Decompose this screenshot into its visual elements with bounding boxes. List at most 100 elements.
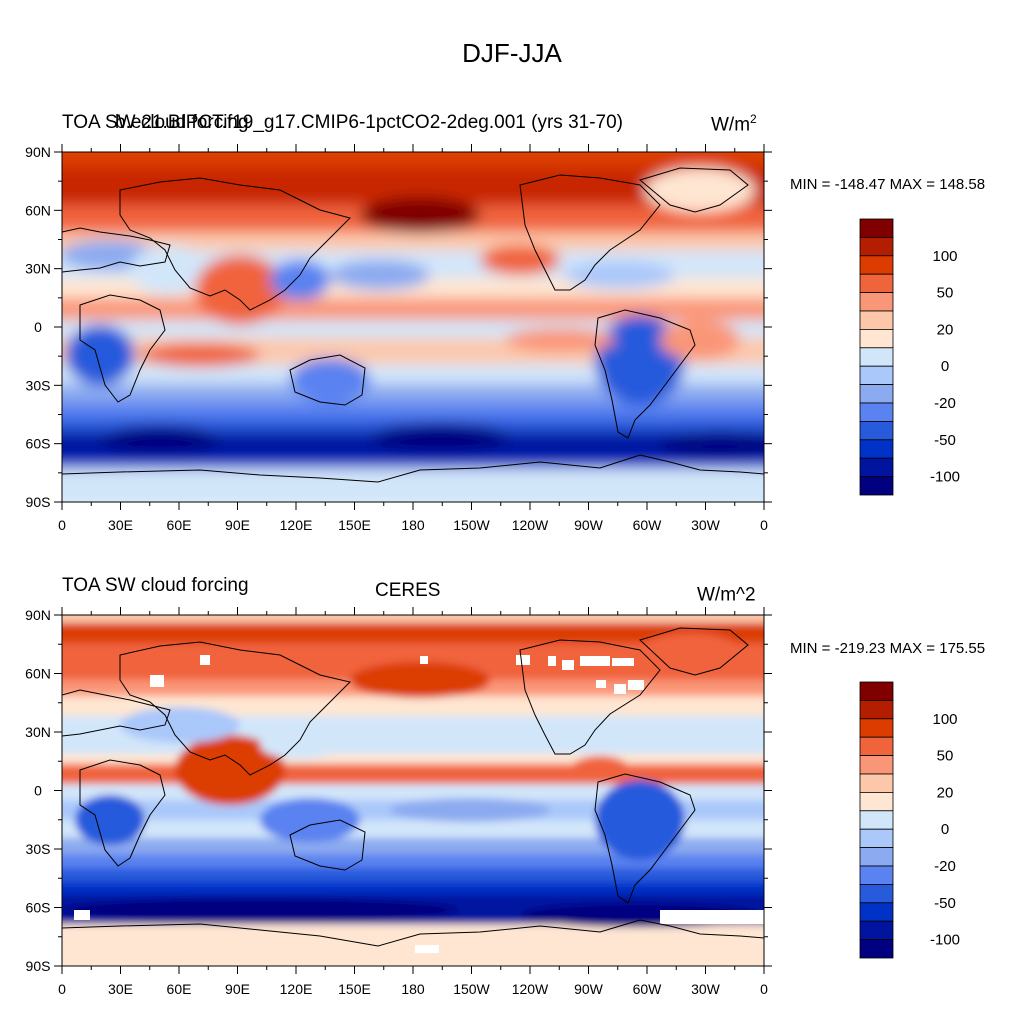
lon-tick-label: 150E (338, 517, 371, 533)
lat-tick-label: 60N (25, 202, 51, 218)
lat-tick-label: 30N (25, 261, 51, 277)
lat-tick-label: 90S (26, 958, 51, 974)
lon-tick-label: 60E (167, 517, 192, 533)
colorbar-swatch (859, 902, 894, 922)
lat-tick-label: 60N (25, 666, 51, 682)
colorbar-swatch (859, 420, 894, 441)
colorbar-label: -50 (934, 432, 956, 449)
lon-tick-label: 0 (760, 981, 768, 997)
lon-tick-label: 60E (167, 981, 192, 997)
lat-tick-label: 90S (26, 494, 51, 510)
map-2-shading (62, 615, 764, 966)
lon-tick-label: 150W (453, 517, 490, 533)
colorbar-swatch (859, 681, 894, 701)
colorbar-swatch (859, 718, 894, 738)
colorbar-swatch (859, 292, 894, 312)
colorbar-swatch (859, 273, 894, 294)
lon-tick-label: 150W (453, 981, 490, 997)
colorbar-label: -20 (934, 395, 956, 412)
colorbar-label: 20 (937, 784, 954, 801)
colorbar-label: 0 (941, 821, 949, 838)
colorbar-swatch (859, 736, 894, 757)
lon-tick-label: 120E (280, 517, 313, 533)
colorbar-swatch (859, 865, 894, 885)
colorbar-swatch (859, 773, 894, 793)
lon-tick-label: 120W (512, 517, 549, 533)
lon-tick-label: 0 (58, 981, 66, 997)
colorbar-label: 50 (937, 285, 954, 302)
lon-tick-label: 30E (108, 981, 133, 997)
colorbar-swatch (859, 365, 894, 386)
colorbar-1: 100 50 20 0 -20 -50 -100 (859, 218, 960, 496)
lon-tick-label: 60W (633, 517, 663, 533)
lat-tick-label: 90N (25, 144, 51, 160)
figure-title: DJF-JJA (462, 38, 562, 68)
lon-tick-label: 120W (512, 981, 549, 997)
colorbar-swatch (859, 476, 894, 496)
colorbar-swatch (859, 384, 894, 404)
map-panel-2: 0 30E 60E 90E 120E 150E 180 150W 120W 90W 60W 30W 09… (25, 607, 772, 997)
lat-tick-label: 30S (26, 377, 51, 393)
panel-2-units: W/m^2 (697, 580, 756, 606)
colorbar-label: 50 (937, 748, 954, 765)
lon-tick-label: 150E (338, 981, 371, 997)
map-2-missing-data (74, 655, 764, 953)
lon-tick-label: 90W (574, 981, 604, 997)
colorbar-swatch (859, 236, 894, 257)
colorbar-swatch (859, 792, 894, 812)
lon-tick-label: 120E (280, 981, 313, 997)
colorbar-label: 100 (932, 711, 957, 728)
lat-tick-label: 0 (34, 319, 42, 335)
colorbar-swatch (859, 755, 894, 775)
map-1-ticks (54, 144, 772, 510)
map-1-field (62, 152, 764, 502)
lon-tick-label: 60W (633, 981, 663, 997)
colorbar-swatch (859, 255, 894, 275)
colorbar-swatch (859, 402, 894, 422)
map-1-tick-labels: 0 30E 60E 90E 120E 150E 180 150W 120W 90W 60W 30W 09… (25, 144, 768, 533)
lon-tick-label: 90E (225, 517, 250, 533)
colorbar-label: -50 (934, 895, 956, 912)
panel-1-units-base: W/m (711, 114, 751, 136)
panel-2-units-text: W/m^2 (697, 584, 756, 606)
lon-tick-label: 180 (401, 517, 425, 533)
lon-tick-label: 90E (225, 981, 250, 997)
panel-1-center-title: b.e21.BIPCT.f19_g17.CMIP6-1pctCO2-2deg.0… (115, 112, 623, 133)
colorbar-label: -100 (930, 469, 960, 486)
colorbar-swatch (859, 328, 894, 349)
colorbar-label: -20 (934, 858, 956, 875)
colorbar-label: -100 (930, 932, 960, 949)
map-1-shading (62, 152, 764, 502)
lat-tick-label: 60S (26, 436, 51, 452)
lat-tick-label: 60S (26, 900, 51, 916)
panel-2-left-title: TOA SW cloud forcing (62, 575, 249, 596)
panel-1-left-title: TOA SW cloud forcing (62, 112, 249, 133)
colorbar-swatch (859, 847, 894, 867)
colorbar-swatch (859, 218, 894, 238)
lon-tick-label: 90W (574, 517, 604, 533)
lon-tick-label: 0 (58, 517, 66, 533)
map-2-coastlines (62, 627, 764, 947)
colorbar-swatch (859, 310, 894, 330)
colorbar-2: 100 50 20 0 -20 -50 -100 (859, 681, 960, 959)
map-1-coastlines (62, 167, 764, 483)
lat-tick-label: 30N (25, 724, 51, 740)
lat-tick-label: 0 (34, 783, 42, 799)
lat-tick-label: 90N (25, 607, 51, 623)
lon-tick-label: 30E (108, 517, 133, 533)
panel-1-units-sup: 2 (750, 112, 757, 126)
colorbar-label: 100 (932, 248, 957, 265)
map-2-tick-labels: 0 30E 60E 90E 120E 150E 180 150W 120W 90W 60W 30W 09… (25, 607, 768, 997)
map-panel-1: 0 30E 60E 90E 120E 150E 180 150W 120W 90W 60W 30W 09… (25, 144, 772, 533)
panel-2-center-title: CERES (375, 580, 441, 601)
colorbar-swatch (859, 920, 894, 941)
lon-tick-label: 0 (760, 517, 768, 533)
colorbar-swatch (859, 457, 894, 478)
colorbar-swatch (859, 700, 894, 720)
colorbar-swatch (859, 884, 894, 904)
colorbar-label: 0 (941, 358, 949, 375)
colorbar-swatch (859, 347, 894, 367)
colorbar-swatch (859, 810, 894, 830)
lon-tick-label: 30W (691, 981, 721, 997)
